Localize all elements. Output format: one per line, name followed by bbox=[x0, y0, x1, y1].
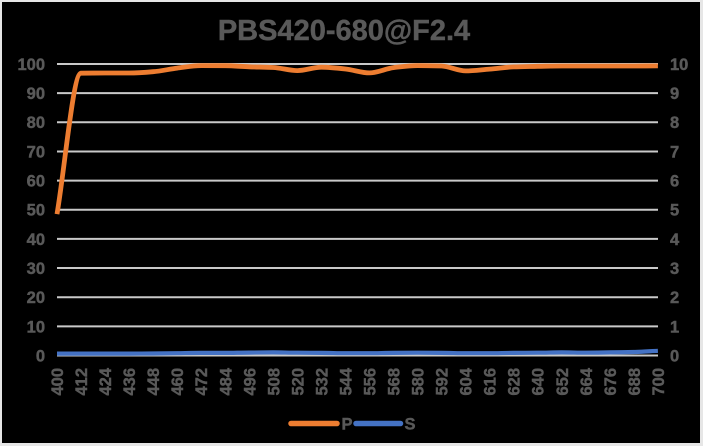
svg-text:S: S bbox=[405, 415, 416, 433]
svg-text:9: 9 bbox=[670, 85, 679, 103]
svg-text:412: 412 bbox=[73, 368, 91, 396]
svg-text:3: 3 bbox=[670, 260, 679, 278]
svg-text:90: 90 bbox=[27, 85, 45, 103]
svg-text:436: 436 bbox=[121, 368, 139, 396]
svg-text:496: 496 bbox=[241, 368, 259, 396]
svg-text:520: 520 bbox=[289, 368, 307, 396]
svg-text:400: 400 bbox=[49, 368, 67, 396]
svg-text:7: 7 bbox=[670, 143, 679, 161]
svg-text:556: 556 bbox=[362, 368, 380, 396]
svg-text:628: 628 bbox=[506, 368, 524, 396]
svg-text:676: 676 bbox=[602, 368, 620, 396]
svg-text:688: 688 bbox=[626, 368, 644, 396]
svg-text:70: 70 bbox=[27, 143, 45, 161]
svg-text:568: 568 bbox=[386, 368, 404, 396]
svg-text:0: 0 bbox=[36, 347, 45, 365]
svg-text:0: 0 bbox=[670, 347, 679, 365]
svg-text:80: 80 bbox=[27, 114, 45, 132]
svg-text:30: 30 bbox=[27, 260, 45, 278]
svg-text:700: 700 bbox=[650, 368, 668, 396]
svg-text:592: 592 bbox=[434, 368, 452, 396]
svg-text:652: 652 bbox=[554, 368, 572, 396]
svg-text:640: 640 bbox=[530, 368, 548, 396]
svg-text:604: 604 bbox=[458, 367, 476, 395]
svg-text:484: 484 bbox=[217, 367, 235, 395]
svg-text:PBS420-680@F2.4: PBS420-680@F2.4 bbox=[218, 15, 470, 47]
svg-text:10: 10 bbox=[670, 56, 688, 74]
svg-text:2: 2 bbox=[670, 289, 679, 307]
svg-text:6: 6 bbox=[670, 173, 679, 191]
svg-text:8: 8 bbox=[670, 114, 679, 132]
svg-text:100: 100 bbox=[17, 56, 45, 74]
svg-text:508: 508 bbox=[265, 368, 283, 396]
svg-text:60: 60 bbox=[27, 173, 45, 191]
svg-text:1: 1 bbox=[670, 318, 679, 336]
svg-text:424: 424 bbox=[97, 367, 115, 395]
svg-text:460: 460 bbox=[169, 368, 187, 396]
svg-text:50: 50 bbox=[27, 202, 45, 220]
svg-text:472: 472 bbox=[193, 368, 211, 396]
svg-text:P: P bbox=[342, 415, 353, 433]
svg-text:544: 544 bbox=[337, 367, 355, 395]
svg-text:616: 616 bbox=[482, 368, 500, 396]
svg-text:40: 40 bbox=[27, 231, 45, 249]
svg-text:10: 10 bbox=[27, 318, 45, 336]
svg-text:580: 580 bbox=[410, 368, 428, 396]
svg-text:448: 448 bbox=[145, 368, 163, 396]
svg-text:532: 532 bbox=[313, 368, 331, 396]
svg-text:5: 5 bbox=[670, 202, 679, 220]
svg-text:20: 20 bbox=[27, 289, 45, 307]
svg-text:4: 4 bbox=[670, 231, 680, 249]
svg-text:664: 664 bbox=[578, 367, 596, 395]
